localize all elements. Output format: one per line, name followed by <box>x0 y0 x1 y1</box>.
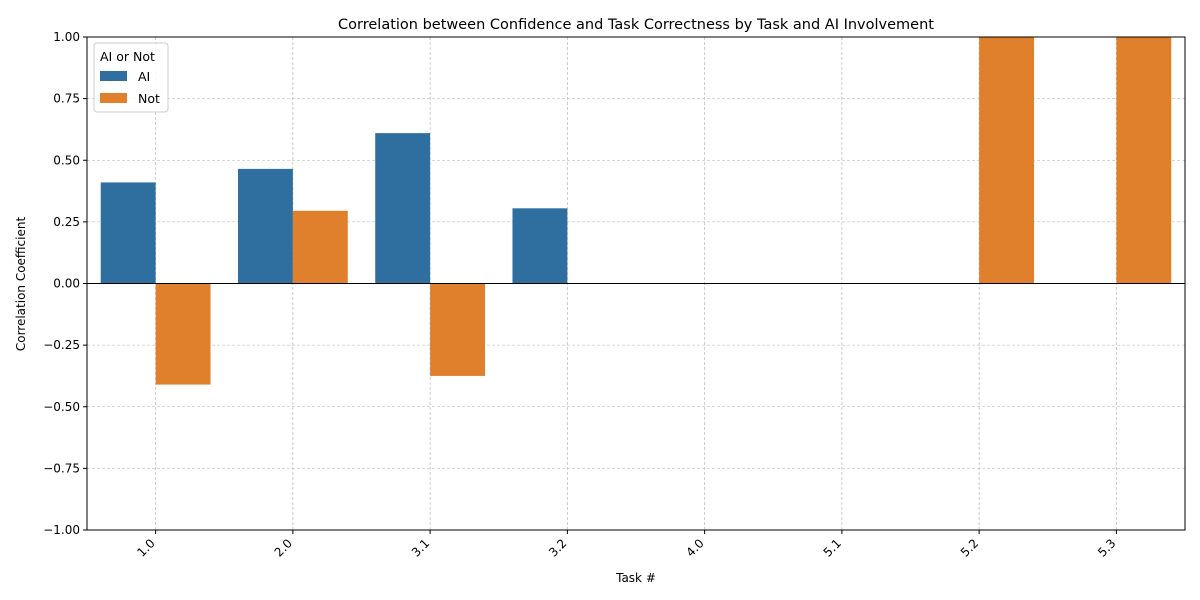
y-tick-label: −1.00 <box>43 523 80 537</box>
bar-not-3-1 <box>430 283 486 376</box>
bar-ai-3-2 <box>512 208 568 284</box>
bar-not-2-0 <box>292 210 348 284</box>
bar-not-1-0 <box>155 283 211 385</box>
y-tick-label: 1.00 <box>53 30 80 44</box>
y-tick-label: 0.00 <box>53 277 80 291</box>
bar-not-5-3 <box>1116 37 1172 284</box>
x-tick-label: 5.2 <box>958 536 981 559</box>
x-tick-label: 4.0 <box>683 536 706 559</box>
legend-title: AI or Not <box>100 49 155 64</box>
legend-label-not: Not <box>138 91 160 106</box>
legend-label-ai: AI <box>138 69 150 84</box>
chart-title: Correlation between Confidence and Task … <box>338 17 934 33</box>
x-tick-label: 5.1 <box>821 536 844 559</box>
bars <box>100 37 1172 385</box>
legend: AI or Not AI Not <box>93 42 169 113</box>
bar-not-5-2 <box>979 37 1035 284</box>
y-tick-label: −0.25 <box>43 338 80 352</box>
y-tick-label: 0.50 <box>53 153 80 167</box>
bar-ai-2-0 <box>237 168 293 284</box>
bar-ai-1-0 <box>100 182 156 284</box>
legend-swatch-not <box>100 93 127 103</box>
y-axis-ticks: −1.00 −0.75 −0.50 −0.25 0.00 0.25 0.50 0.75 1.00 <box>43 30 87 537</box>
y-tick-label: −0.50 <box>43 400 80 414</box>
x-tick-label: 3.2 <box>546 536 569 559</box>
x-tick-label: 3.1 <box>409 536 432 559</box>
y-tick-label: 0.75 <box>53 92 80 106</box>
legend-swatch-ai <box>100 71 127 81</box>
x-axis-ticks: 1.0 2.0 3.1 3.2 4.0 5.1 5.2 5.3 <box>134 530 1118 560</box>
x-axis-label: Task # <box>615 571 656 585</box>
y-tick-label: 0.25 <box>53 215 80 229</box>
bar-ai-3-1 <box>375 133 431 284</box>
x-tick-label: 2.0 <box>272 536 295 559</box>
y-axis-label: Correlation Coefficient <box>14 217 28 352</box>
x-tick-label: 5.3 <box>1095 536 1118 559</box>
y-tick-label: −0.75 <box>43 461 80 475</box>
x-tick-label: 1.0 <box>134 536 157 559</box>
